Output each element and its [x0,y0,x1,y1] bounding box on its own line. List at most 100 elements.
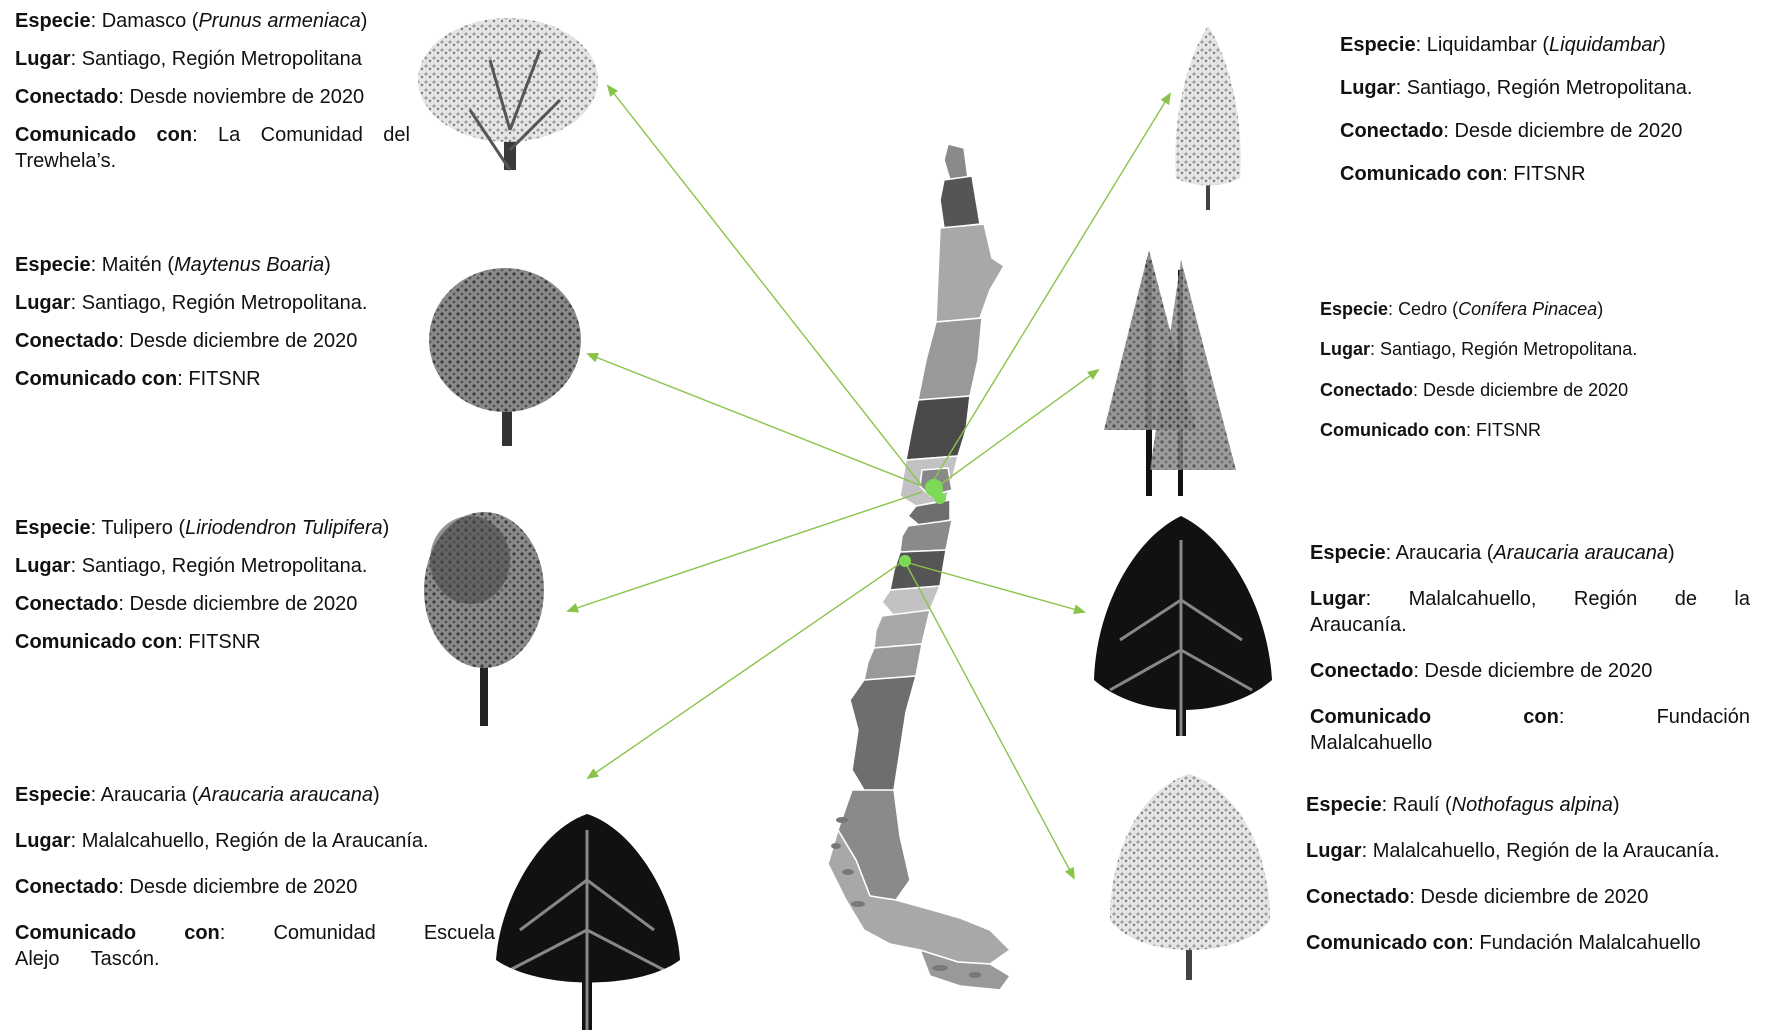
connected-label: Conectado [15,593,119,615]
tree-info-rauli: Especie: Raulí (Nothofagus alpina) Lugar… [1306,794,1720,954]
arrow-to-tulipero [566,491,923,613]
species-label: Especie [15,10,91,32]
map-region-8 [899,519,953,553]
species-scientific: Araucaria araucana [198,784,374,806]
species-common: Cedro [1398,299,1448,319]
tree-cedro-image [1104,250,1236,496]
connected-value: Desde diciembre de 2020 [1420,886,1649,908]
species-common: Araucaria [1395,542,1482,564]
species-label: Especie [15,517,91,539]
tree-info-liquidambar: Especie: Liquidambar (Liquidambar) Lugar… [1340,34,1693,185]
location-nodes [899,479,946,567]
communicated-label: Comunicado con [15,922,220,944]
connected-value: Desde noviembre de 2020 [129,86,365,108]
arrow-to-liquidambar [929,92,1172,487]
species-label: Especie [1320,299,1389,319]
node-malalcahuello [899,555,911,567]
place-label: Lugar [1320,339,1371,360]
connected-value: Desde diciembre de 2020 [129,593,358,615]
connection-arrows [566,84,1172,880]
tree-info-tulipero: Especie: Tulipero (Liriodendron Tulipife… [15,517,390,653]
species-label: Especie [1340,34,1416,56]
communicated-label: Comunicado con [15,368,178,390]
communicated-label: Comunicado con [15,124,193,146]
communicated-value: Fundación Malalcahuello [1310,706,1750,754]
species-scientific: Liriodendron Tulipifera [185,517,383,539]
chile-map [827,143,1012,991]
tree-liquidambar-image [1175,26,1241,210]
arrow-to-rauli [904,561,1075,880]
place-value: Santiago, Región Metropolitana. [1380,339,1638,360]
species-label: Especie [1306,794,1382,816]
map-region-15 [827,828,1012,965]
tree-info-araucaria-left: Especie: Araucaria (Araucaria araucana) … [15,784,495,970]
species-scientific: Liquidambar [1549,34,1660,56]
tree-tulipero-image [424,512,544,726]
species-common: Damasco [101,10,187,32]
species-scientific: Araucaria araucana [1493,542,1669,564]
communicated-label: Comunicado con [1320,420,1467,441]
communicated-value: Fundación Malalcahuello [1479,932,1701,954]
tree-rauli-image [1110,774,1270,980]
place-value: Malalcahuello, Región de la Araucanía. [1372,840,1720,862]
map-region-5 [905,395,971,461]
place-value: Malalcahuello, Región de la Araucanía. [1310,588,1750,636]
node-santiago-2 [934,492,946,504]
place-label: Lugar [1310,588,1366,610]
tree-araucaria-right-image [1094,516,1272,736]
species-common: Maitén [101,254,162,276]
species-scientific: Conífera Pinacea [1458,299,1598,319]
place-value: Santiago, Región Metropolitana [81,48,362,70]
connected-label: Conectado [15,330,119,352]
map-region-1 [943,143,969,181]
place-value: Santiago, Región Metropolitana. [81,292,368,314]
connected-value: Desde diciembre de 2020 [129,330,358,352]
arrow-to-araucaria-right [904,561,1086,615]
tree-araucaria-left-image [496,814,680,1030]
connected-value: Desde diciembre de 2020 [1423,379,1629,400]
communicated-value: FITSNR [1476,420,1542,441]
place-label: Lugar [1306,840,1362,862]
species-label: Especie [15,254,91,276]
place-label: Lugar [15,555,71,577]
place-label: Lugar [15,830,71,852]
arrow-to-damasco [606,84,923,487]
species-common: Raulí [1392,794,1440,816]
species-scientific: Nothofagus alpina [1451,794,1613,816]
tree-info-maiten: Especie: Maitén (Maytenus Boaria) Lugar:… [15,254,368,390]
species-scientific: Maytenus Boaria [173,254,325,276]
place-value: Santiago, Región Metropolitana. [1406,77,1693,99]
connected-label: Conectado [1340,120,1444,142]
map-region-16 [918,948,1012,991]
tree-info-damasco: Especie: Damasco (Prunus armeniaca) Luga… [15,10,410,172]
map-region-9 [889,549,947,591]
connected-label: Conectado [15,876,119,898]
connected-label: Conectado [15,86,119,108]
tree-damasco-image [414,18,606,172]
arrow-to-maiten [586,353,923,487]
species-common: Araucaria [100,784,187,806]
map-islands [831,817,981,978]
place-label: Lugar [15,292,71,314]
communicated-label: Comunicado con [1310,706,1559,728]
map-region-13 [849,675,918,801]
species-common: Liquidambar [1426,34,1537,56]
arrow-to-araucaria-left [586,559,906,780]
map-region-12 [863,643,923,681]
connected-label: Conectado [1320,379,1414,400]
communicated-value: FITSNR [1513,163,1586,185]
connected-label: Conectado [1306,886,1410,908]
connected-value: Desde diciembre de 2020 [129,876,358,898]
map-region-2 [939,175,981,229]
communicated-value: FITSNR [188,368,261,390]
species-scientific: Prunus armeniaca [198,10,361,32]
map-region-3 [935,223,1006,323]
map-region-11 [873,609,931,649]
communicated-value: FITSNR [188,631,261,653]
connected-value: Desde diciembre de 2020 [1424,660,1653,682]
communicated-label: Comunicado con [1340,163,1503,185]
place-label: Lugar [15,48,71,70]
communicated-value: Comunidad Escuela Alejo Tascón. [15,922,495,970]
communicated-label: Comunicado con [15,631,178,653]
